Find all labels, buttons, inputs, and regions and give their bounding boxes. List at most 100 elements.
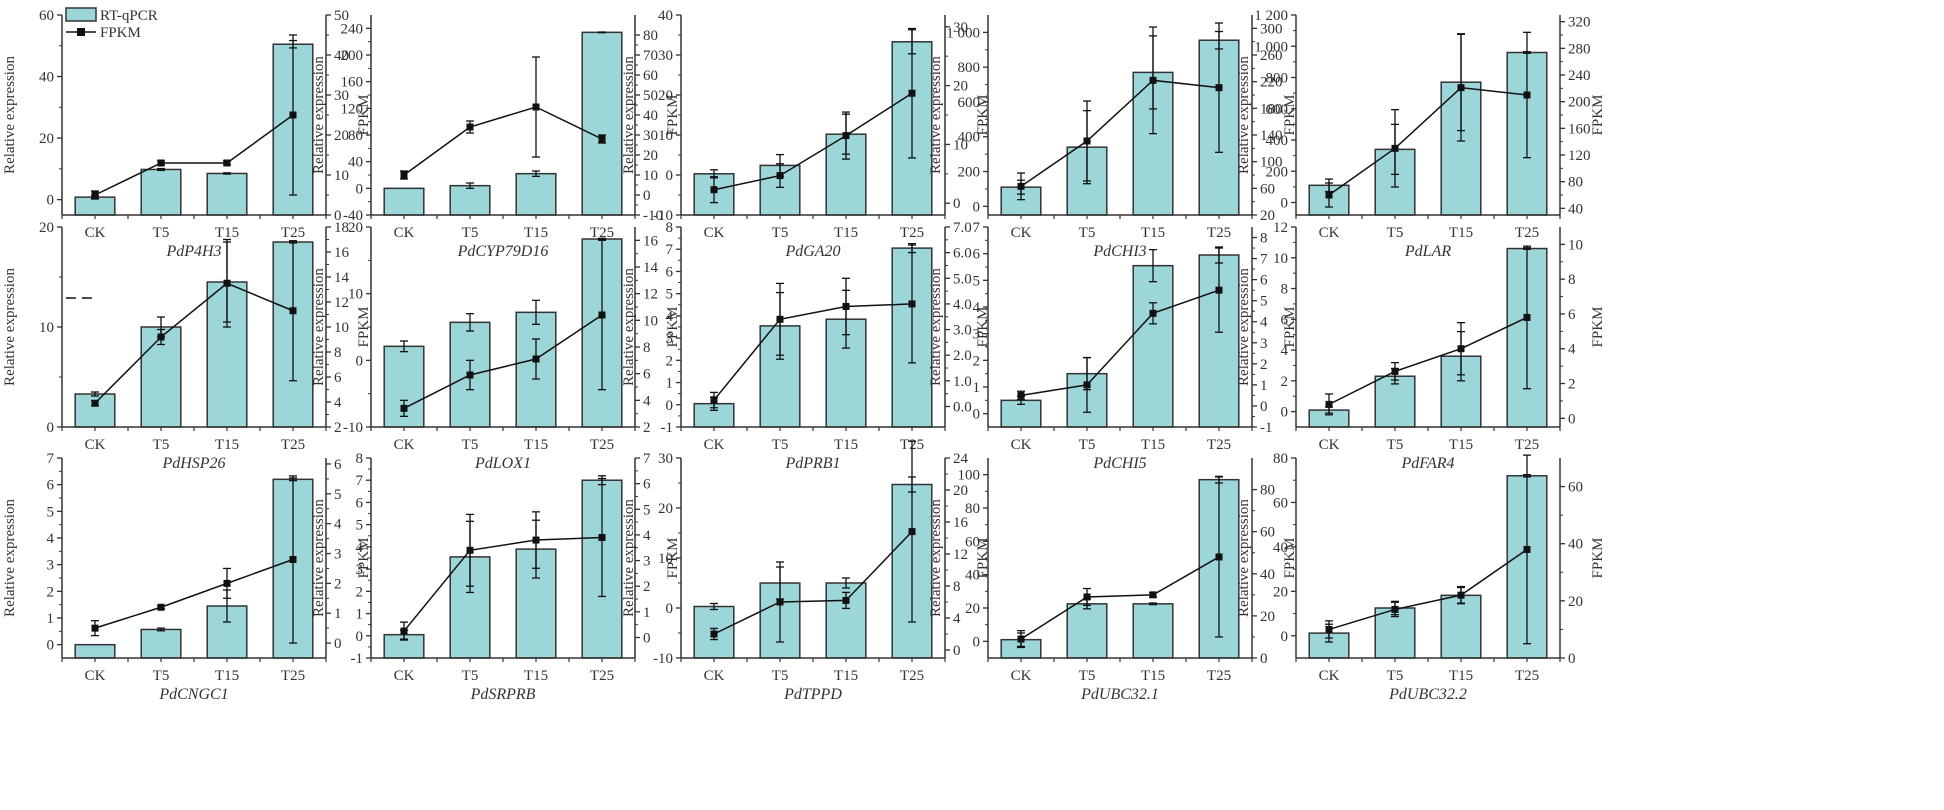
y-tick-label: 10 (348, 287, 363, 303)
y-tick-label: 120 (341, 101, 364, 117)
fpkm-point (400, 404, 408, 412)
fpkm-point (1523, 545, 1531, 553)
x-tick-label: CK (394, 225, 415, 241)
y2-tick-label: 4 (334, 395, 342, 411)
x-tick-label: T15 (834, 225, 858, 241)
y-tick-label: 1 (356, 607, 364, 623)
y-tick-label: 0 (356, 353, 364, 369)
fpkm-point (1523, 91, 1531, 99)
bar (515, 172, 557, 216)
panel-pdp4h3: 0 20 40 60 0 10 20 30 40 50 CK T5 T15 T25 Relative exp… (2, 8, 372, 260)
y2-tick-label: 0 (1260, 399, 1268, 415)
y2-tick-label: 6.0 (953, 246, 972, 262)
y2-tick-label: 50 (334, 8, 349, 24)
y2-tick-label: 200 (1568, 95, 1591, 111)
fpkm-point (598, 533, 606, 541)
y-tick-label: 4 (356, 540, 364, 556)
fpkm-point (908, 89, 916, 97)
bar (74, 643, 116, 659)
gene-title: PdLAR (1404, 243, 1451, 260)
y-tick-label: -40 (343, 208, 363, 224)
y-tick-label: 0 (47, 193, 55, 209)
y-axis-title: Relative expression (928, 56, 944, 174)
fpkm-point (532, 103, 540, 111)
fpkm-line (1328, 548, 1528, 631)
fpkm-line (94, 114, 294, 196)
bar (74, 393, 116, 428)
fpkm-point (598, 311, 606, 319)
x-tick-label: T25 (281, 437, 305, 453)
y-tick-label: 2 (356, 584, 364, 600)
y2-tick-label: 20 (643, 148, 658, 164)
y-tick-label: 0 (356, 181, 364, 197)
y-tick-label: 600 (1266, 102, 1289, 118)
x-tick-label: T15 (1141, 225, 1165, 241)
y-tick-label: -10 (653, 651, 673, 667)
y2-tick-label: 10 (643, 313, 658, 329)
y2-tick-label: -1 (1260, 420, 1273, 436)
y-tick-label: 160 (341, 75, 364, 91)
bar (383, 187, 425, 216)
y-tick-label: -1 (661, 420, 674, 436)
y2-tick-label: 1 (1260, 378, 1268, 394)
gene-title: PdCNGC1 (158, 686, 228, 703)
fpkm-point (1391, 605, 1399, 613)
y2-tick-label: 180 (1260, 101, 1283, 117)
fpkm-point (1325, 625, 1333, 633)
y2-axis-title: FPKM (1282, 307, 1298, 348)
fpkm-point (1215, 553, 1223, 561)
fpkm-point (157, 333, 165, 341)
y2-tick-label: 6 (643, 477, 651, 493)
y2-tick-label: 3.0 (953, 323, 972, 339)
y2-tick-label: 20 (953, 79, 968, 95)
y-tick-label: 0 (47, 638, 55, 654)
y2-tick-label: 10 (953, 137, 968, 153)
fpkm-point (466, 546, 474, 554)
y-tick-label: 8 (356, 451, 364, 467)
y2-tick-label: 4 (643, 393, 651, 409)
y-tick-label: 6 (973, 247, 981, 263)
fpkm-point (289, 111, 297, 119)
x-tick-label: T5 (462, 225, 479, 241)
y2-tick-label: 16 (643, 233, 659, 249)
y2-tick-label: 40 (643, 108, 658, 124)
fpkm-line (94, 282, 294, 404)
y-tick-label: 20 (658, 88, 673, 104)
fpkm-point (1149, 309, 1157, 317)
fpkm-point (1215, 84, 1223, 92)
fpkm-point (710, 396, 718, 404)
y2-tick-label: 300 (1260, 21, 1283, 37)
y-tick-label: 6 (1281, 312, 1289, 328)
y-tick-label: 20 (658, 501, 673, 517)
y2-axis-title: FPKM (1590, 538, 1606, 579)
fpkm-line (713, 531, 913, 635)
y2-tick-label: 8 (1260, 231, 1268, 247)
x-tick-label: T15 (1449, 668, 1473, 684)
y-axis-title: Relative expression (2, 268, 18, 386)
y-tick-label: 10 (39, 320, 54, 336)
y-tick-label: 5 (973, 273, 981, 289)
fpkm-point (1017, 182, 1025, 190)
fpkm-point (289, 307, 297, 315)
y2-tick-label: 6 (334, 370, 342, 386)
x-tick-label: T15 (834, 437, 858, 453)
y2-tick-label: 14 (334, 270, 350, 286)
x-tick-label: T25 (590, 437, 614, 453)
y2-tick-label: 7 (643, 451, 651, 467)
x-tick-label: T25 (1207, 668, 1231, 684)
fpkm-point (91, 399, 99, 407)
gene-title: PdUBC32.1 (1080, 686, 1159, 703)
y-tick-label: 6 (47, 478, 55, 494)
fpkm-point (710, 630, 718, 638)
y2-tick-label: 260 (1260, 48, 1283, 64)
y2-tick-label: 60 (1260, 525, 1275, 541)
fpkm-point (1149, 76, 1157, 84)
y-tick-label: 0 (1281, 629, 1289, 645)
y-tick-label: 0 (356, 629, 364, 645)
x-tick-label: CK (704, 668, 725, 684)
legend: RT-qPCR FPKM (65, 7, 158, 41)
x-tick-label: T15 (215, 437, 239, 453)
